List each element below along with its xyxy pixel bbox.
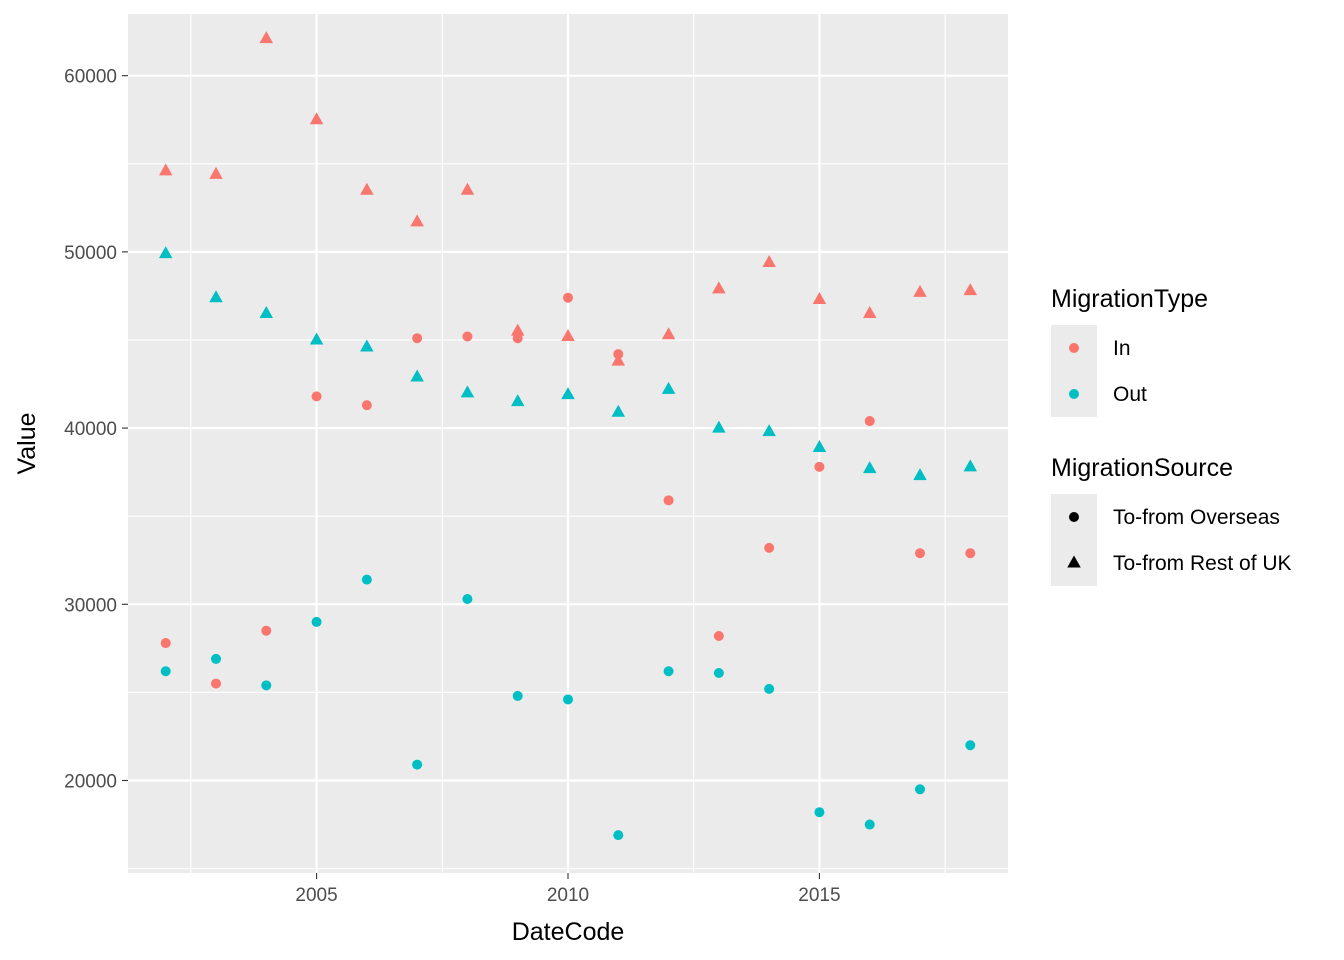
in-to-from-overseas-point	[412, 333, 423, 344]
in-to-from-rest-of-uk-point	[510, 323, 525, 336]
out-to-from-rest-of-uk-point	[309, 332, 324, 345]
legend-label: To-from Rest of UK	[1113, 552, 1292, 575]
out-to-from-rest-of-uk-point	[209, 290, 223, 303]
in-to-from-rest-of-uk-point	[762, 254, 776, 267]
x-tick-label: 2010	[547, 885, 589, 906]
in-to-from-rest-of-uk-point	[712, 281, 726, 294]
y-tick-label: 60000	[64, 67, 117, 88]
out-to-from-overseas-point	[663, 666, 674, 677]
in-to-from-rest-of-uk-point	[561, 328, 575, 341]
y-tick-label: 40000	[64, 419, 117, 440]
out-to-from-rest-of-uk-point	[862, 461, 877, 474]
legend-label: In	[1113, 337, 1131, 360]
legend-title: MigrationSource	[1051, 454, 1233, 482]
in-to-from-overseas-point	[512, 333, 523, 344]
in-to-from-overseas-point	[663, 495, 674, 506]
out-to-from-overseas-point	[512, 690, 523, 701]
x-axis-title: DateCode	[512, 918, 625, 946]
x-tick-label: 2015	[798, 885, 840, 906]
in-to-from-rest-of-uk-point	[460, 182, 475, 195]
out-to-from-overseas-point	[613, 830, 624, 841]
x-axis: 2005 2010 2015	[295, 873, 841, 906]
legend-circle-icon	[1069, 389, 1079, 399]
out-to-from-rest-of-uk-point	[762, 424, 776, 437]
out-to-from-rest-of-uk-point	[561, 387, 575, 400]
out-to-from-overseas-point	[563, 694, 573, 705]
legend-circle-icon	[1069, 512, 1079, 522]
out-to-from-rest-of-uk-point	[510, 394, 525, 407]
out-to-from-overseas-point	[160, 666, 171, 677]
y-axis: 20000 30000 40000 50000 60000	[64, 67, 128, 792]
in-to-from-overseas-point	[864, 416, 875, 427]
out-to-from-rest-of-uk-point	[661, 381, 676, 394]
in-to-from-overseas-point	[915, 548, 925, 559]
out-to-from-rest-of-uk-point	[611, 404, 626, 417]
x-tick-label: 2005	[295, 885, 337, 906]
out-to-from-overseas-point	[814, 807, 825, 818]
out-to-from-overseas-point	[361, 574, 372, 585]
major-gridlines	[128, 14, 1008, 873]
out-to-from-rest-of-uk-point	[712, 420, 726, 433]
out-to-from-rest-of-uk-point	[360, 339, 374, 352]
in-to-from-rest-of-uk-point	[309, 112, 324, 125]
out-to-from-overseas-point	[261, 680, 272, 691]
out-to-from-overseas-point	[311, 616, 322, 627]
in-to-from-overseas-point	[965, 548, 976, 559]
in-to-from-rest-of-uk-point	[812, 291, 827, 304]
in-to-from-rest-of-uk-point	[963, 283, 978, 296]
y-axis-title: Value	[13, 412, 41, 474]
out-to-from-overseas-point	[462, 594, 473, 605]
out-to-from-overseas-point	[713, 668, 724, 679]
out-to-from-overseas-point	[211, 653, 221, 664]
legend-triangle-icon	[1067, 555, 1081, 568]
out-to-from-rest-of-uk-point	[963, 459, 978, 472]
out-to-from-overseas-point	[965, 740, 976, 751]
in-to-from-overseas-point	[311, 391, 322, 402]
out-to-from-overseas-point	[412, 759, 423, 770]
in-to-from-overseas-point	[261, 625, 272, 636]
in-to-from-rest-of-uk-point	[360, 182, 374, 195]
in-to-from-rest-of-uk-point	[862, 306, 877, 319]
legend-circle-icon	[1069, 343, 1079, 353]
in-to-from-overseas-point	[211, 678, 221, 689]
data-points	[158, 31, 978, 841]
in-to-from-overseas-point	[764, 542, 775, 553]
legend-label: To-from Overseas	[1113, 506, 1280, 529]
in-to-from-overseas-point	[361, 400, 372, 411]
out-to-from-overseas-point	[915, 784, 925, 795]
in-to-from-overseas-point	[462, 331, 473, 342]
out-to-from-rest-of-uk-point	[158, 246, 173, 259]
y-tick-label: 50000	[64, 243, 117, 264]
out-to-from-rest-of-uk-point	[410, 369, 424, 382]
out-to-from-rest-of-uk-point	[913, 468, 927, 481]
out-to-from-overseas-point	[864, 819, 875, 830]
out-to-from-overseas-point	[764, 683, 775, 694]
in-to-from-rest-of-uk-point	[158, 163, 173, 176]
y-tick-label: 20000	[64, 771, 117, 792]
in-to-from-overseas-point	[160, 638, 171, 649]
in-to-from-overseas-point	[814, 461, 825, 472]
out-to-from-rest-of-uk-point	[460, 385, 475, 398]
in-to-from-overseas-point	[713, 631, 724, 642]
in-to-from-rest-of-uk-point	[611, 353, 626, 366]
out-to-from-rest-of-uk-point	[259, 306, 274, 319]
y-tick-label: 30000	[64, 595, 117, 616]
in-to-from-rest-of-uk-point	[410, 214, 424, 227]
in-to-from-rest-of-uk-point	[661, 327, 676, 340]
legend: MigrationType In Out MigrationSource To-from…	[1051, 285, 1292, 586]
in-to-from-rest-of-uk-point	[209, 166, 223, 179]
out-to-from-rest-of-uk-point	[812, 439, 827, 452]
in-to-from-rest-of-uk-point	[259, 31, 274, 44]
in-to-from-overseas-point	[563, 292, 573, 303]
legend-title: MigrationType	[1051, 285, 1208, 313]
in-to-from-rest-of-uk-point	[913, 284, 927, 297]
legend-label: Out	[1113, 383, 1147, 406]
